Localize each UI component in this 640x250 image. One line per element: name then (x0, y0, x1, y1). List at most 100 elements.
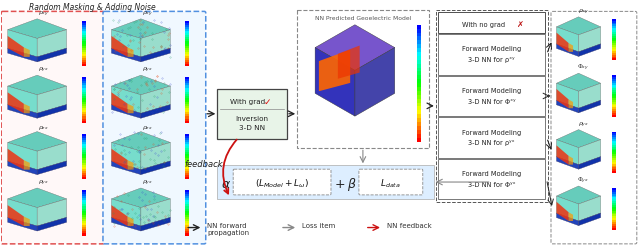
FancyBboxPatch shape (551, 12, 637, 244)
Bar (417, 134, 420, 138)
Bar (186, 150, 189, 153)
Bar (417, 26, 420, 30)
Bar (186, 148, 189, 150)
Bar (81, 26, 86, 28)
Bar (612, 218, 616, 220)
Bar (612, 25, 616, 27)
Polygon shape (338, 46, 360, 80)
Bar (612, 153, 616, 155)
Text: $\rho_{xy}$: $\rho_{xy}$ (142, 10, 153, 19)
Polygon shape (111, 199, 141, 226)
Text: +: + (335, 177, 345, 190)
Text: $\Phi_{yx}$: $\Phi_{yx}$ (577, 175, 589, 185)
Bar (81, 107, 86, 109)
Bar (186, 140, 189, 142)
Bar (612, 147, 616, 149)
Bar (186, 138, 189, 140)
Bar (186, 152, 189, 155)
Bar (186, 163, 189, 165)
Bar (186, 142, 189, 144)
Bar (81, 171, 86, 173)
Bar (612, 29, 616, 31)
Bar (81, 111, 86, 113)
Bar (612, 93, 616, 95)
Bar (612, 211, 616, 213)
Bar (186, 209, 189, 211)
Bar (186, 121, 189, 123)
Polygon shape (579, 196, 601, 221)
Polygon shape (111, 149, 127, 170)
Bar (186, 88, 189, 90)
Bar (81, 225, 86, 227)
Bar (81, 165, 86, 167)
Polygon shape (8, 132, 67, 152)
Bar (186, 221, 189, 223)
Bar (612, 20, 616, 22)
Bar (417, 103, 420, 107)
Bar (417, 96, 420, 99)
Bar (186, 119, 189, 121)
Bar (81, 138, 86, 140)
Bar (417, 76, 420, 80)
Polygon shape (8, 218, 37, 231)
Bar (81, 36, 86, 38)
Polygon shape (557, 157, 579, 170)
Polygon shape (568, 212, 573, 221)
Bar (612, 205, 616, 207)
Bar (81, 161, 86, 163)
FancyBboxPatch shape (436, 11, 547, 202)
Bar (417, 49, 420, 53)
Bar (81, 194, 86, 196)
Bar (81, 105, 86, 107)
Bar (612, 102, 616, 104)
Bar (81, 207, 86, 209)
FancyArrowPatch shape (223, 140, 237, 194)
Bar (612, 149, 616, 151)
Bar (81, 157, 86, 159)
Bar (186, 52, 189, 55)
Bar (81, 109, 86, 111)
Bar (81, 219, 86, 221)
Bar (612, 151, 616, 153)
Bar (612, 95, 616, 97)
Text: Loss item: Loss item (302, 222, 335, 228)
Text: With grad: With grad (230, 98, 265, 104)
Bar (81, 232, 86, 234)
Bar (186, 42, 189, 44)
Polygon shape (8, 37, 24, 58)
Bar (81, 52, 86, 55)
Bar (612, 209, 616, 211)
Bar (612, 54, 616, 56)
Bar (612, 108, 616, 110)
Bar (81, 217, 86, 219)
Polygon shape (127, 217, 134, 226)
FancyBboxPatch shape (233, 170, 331, 195)
Text: $\rho_{yx}$: $\rho_{yx}$ (38, 178, 49, 187)
Bar (186, 107, 189, 109)
Bar (81, 117, 86, 119)
Bar (186, 98, 189, 100)
Polygon shape (557, 18, 601, 36)
Bar (417, 37, 420, 41)
Bar (81, 190, 86, 192)
Bar (81, 202, 86, 205)
Bar (417, 99, 420, 103)
Bar (186, 38, 189, 40)
Bar (612, 202, 616, 203)
Bar (417, 60, 420, 64)
Bar (186, 234, 189, 235)
Bar (81, 192, 86, 194)
Polygon shape (557, 74, 601, 92)
Bar (417, 126, 420, 130)
Polygon shape (24, 104, 30, 114)
Bar (417, 80, 420, 84)
Bar (612, 40, 616, 42)
FancyBboxPatch shape (438, 76, 545, 117)
Bar (612, 35, 616, 37)
Text: $\rho_{xy}$: $\rho_{xy}$ (38, 10, 49, 19)
Polygon shape (37, 218, 67, 231)
Polygon shape (8, 161, 37, 175)
Text: 3-D NN for Φʸˣ: 3-D NN for Φʸˣ (468, 181, 515, 187)
Bar (81, 204, 86, 207)
Polygon shape (579, 28, 601, 53)
